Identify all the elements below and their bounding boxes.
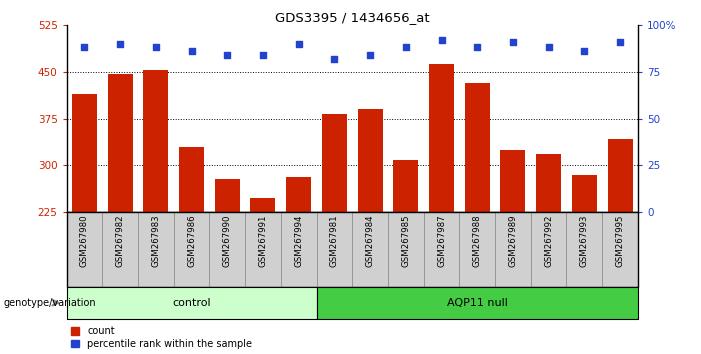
Point [579,48,590,54]
Text: GSM267991: GSM267991 [259,215,268,267]
Bar [608,139,632,353]
Bar [245,212,281,287]
Text: control: control [172,298,211,308]
Bar [388,212,423,287]
Bar [501,150,526,353]
Text: AQP11 null: AQP11 null [447,298,508,308]
Bar [465,83,490,353]
Text: GSM267984: GSM267984 [366,215,374,267]
Bar [144,70,168,353]
Bar [138,212,174,287]
Point [186,48,197,54]
Title: GDS3395 / 1434656_at: GDS3395 / 1434656_at [275,11,430,24]
Bar [423,212,459,287]
Point [365,52,376,58]
Point [79,45,90,50]
Bar [459,212,495,287]
Point [436,37,447,42]
Bar [536,154,561,353]
Point [293,41,304,46]
Point [543,45,554,50]
Text: GSM267982: GSM267982 [116,215,125,267]
Bar [250,198,275,353]
Legend: count, percentile rank within the sample: count, percentile rank within the sample [72,326,252,349]
Bar [393,160,418,353]
Bar [179,147,204,353]
Bar [286,177,311,353]
Bar [317,212,352,287]
Bar [102,212,138,287]
Bar [495,212,531,287]
Point [222,52,233,58]
Point [257,52,268,58]
Bar [210,212,245,287]
Text: genotype/variation: genotype/variation [4,298,96,308]
Text: GSM267983: GSM267983 [151,215,161,267]
Bar [572,175,597,353]
Text: GSM267986: GSM267986 [187,215,196,267]
Bar [358,109,383,353]
Text: GSM267995: GSM267995 [615,215,625,267]
Bar [322,114,347,353]
Point [150,45,161,50]
Bar [67,212,102,287]
Text: GSM267994: GSM267994 [294,215,304,267]
Point [615,39,626,45]
Point [508,39,519,45]
Bar [429,64,454,353]
Point [329,56,340,61]
Bar [317,287,638,319]
Text: GSM267990: GSM267990 [223,215,232,267]
Point [400,45,411,50]
Point [114,41,125,46]
Bar [531,212,566,287]
Text: GSM267980: GSM267980 [80,215,89,267]
Bar [174,212,210,287]
Bar [566,212,602,287]
Bar [281,212,317,287]
Text: GSM267987: GSM267987 [437,215,446,267]
Text: GSM267993: GSM267993 [580,215,589,267]
Bar [67,287,317,319]
Text: GSM267988: GSM267988 [472,215,482,267]
Bar [602,212,638,287]
Text: GSM267985: GSM267985 [401,215,410,267]
Point [472,45,483,50]
Text: GSM267992: GSM267992 [544,215,553,267]
Bar [108,74,132,353]
Text: GSM267989: GSM267989 [508,215,517,267]
Bar [67,212,638,287]
Bar [352,212,388,287]
Bar [215,179,240,353]
Text: GSM267981: GSM267981 [330,215,339,267]
Bar [72,93,97,353]
